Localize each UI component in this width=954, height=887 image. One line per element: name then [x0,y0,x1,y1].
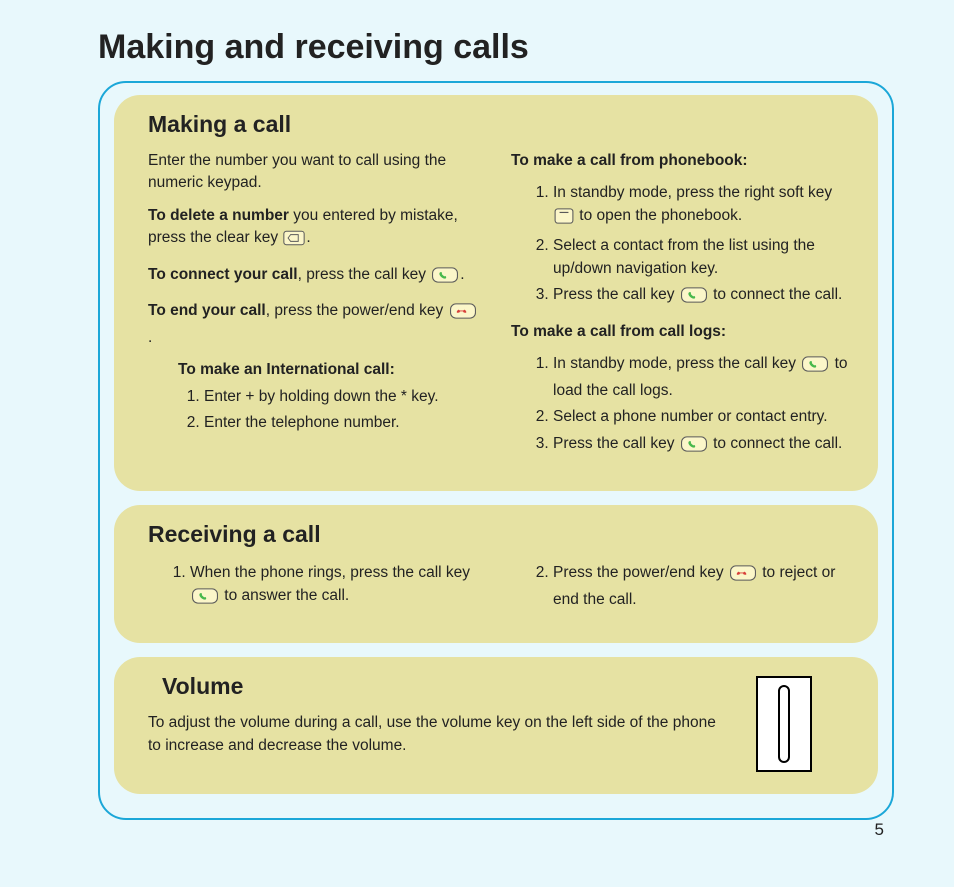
softkey-icon [554,208,574,231]
receiving-steps-left: When the phone rings, press the call key… [148,562,485,611]
making-end: To end your call, press the power/end ke… [148,300,485,349]
pb-step-3a: Press the call key [553,286,679,303]
receiving-heading: Receiving a call [148,521,848,548]
log-step-2: Select a phone number or contact entry. [553,406,848,428]
making-heading: Making a call [148,111,848,138]
volume-text: To adjust the volume during a call, use … [148,712,716,757]
volume-key-graphic [756,676,812,772]
panel-volume: Volume To adjust the volume during a cal… [114,657,878,794]
pb-step-1b: to open the phonebook. [575,207,742,224]
recv-step-1: When the phone rings, press the call key… [190,562,485,611]
intl-step-1: Enter + by holding down the * key. [204,386,485,408]
recv-step-1b: to answer the call. [220,587,349,604]
pb-step-1a: In standby mode, press the right soft ke… [553,184,832,201]
intl-step-2: Enter the telephone number. [204,412,485,434]
end-bold: To end your call [148,302,266,319]
delete-bold: To delete a number [148,207,289,224]
connect-rest: , press the call key [298,266,431,283]
calllog-heading: To make a call from call logs: [511,321,848,343]
receiving-left: When the phone rings, press the call key… [148,560,485,621]
intl-steps: Enter + by holding down the * key. Enter… [178,386,485,435]
receiving-steps-right: Press the power/end key to reject or end… [511,562,848,611]
log-step-3b: to connect the call. [709,435,843,452]
receiving-right: Press the power/end key to reject or end… [511,560,848,621]
phonebook-heading: To make a call from phonebook: [511,150,848,172]
call-key-icon [431,267,459,290]
pb-step-2: Select a contact from the list using the… [553,235,848,280]
connect-end: . [460,266,464,283]
log-step-3a: Press the call key [553,435,679,452]
recv-step-2a: Press the power/end key [553,564,728,581]
log-step-1a: In standby mode, press the call key [553,355,800,372]
phonebook-steps: In standby mode, press the right soft ke… [511,182,848,310]
delete-end: . [306,229,310,246]
end-end: . [148,329,152,346]
volume-heading: Volume [148,673,848,700]
log-step-3: Press the call key to connect the call. [553,433,848,459]
making-connect: To connect your call, press the call key… [148,264,485,290]
end-key-icon [729,565,757,588]
log-step-1: In standby mode, press the call key to l… [553,353,848,402]
call-key-icon [801,356,829,379]
making-right-column: To make a call from phonebook: In standb… [511,150,848,469]
connect-bold: To connect your call [148,266,298,283]
making-left-column: Enter the number you want to call using … [148,150,485,469]
panel-making-call: Making a call Enter the number you want … [114,95,878,491]
intl-heading: To make an International call: [178,359,485,381]
call-key-icon [680,287,708,310]
call-key-icon [191,588,219,611]
volume-rocker-icon [778,685,790,763]
pb-step-3b: to connect the call. [709,286,843,303]
panel-receiving-call: Receiving a call When the phone rings, p… [114,505,878,643]
page-title: Making and receiving calls [98,28,954,67]
clear-key-icon [283,230,305,253]
intl-block: To make an International call: Enter + b… [148,359,485,434]
recv-step-1a: When the phone rings, press the call key [190,564,470,581]
content-frame: Making a call Enter the number you want … [98,81,894,820]
pb-step-3: Press the call key to connect the call. [553,284,848,310]
recv-step-2: Press the power/end key to reject or end… [553,562,848,611]
end-key-icon [449,303,477,326]
call-key-icon [680,436,708,459]
pb-step-1: In standby mode, press the right soft ke… [553,182,848,231]
end-rest: , press the power/end key [266,302,448,319]
calllog-steps: In standby mode, press the call key to l… [511,353,848,459]
making-intro: Enter the number you want to call using … [148,150,485,195]
making-delete: To delete a number you entered by mistak… [148,205,485,254]
page-number: 5 [875,820,884,840]
